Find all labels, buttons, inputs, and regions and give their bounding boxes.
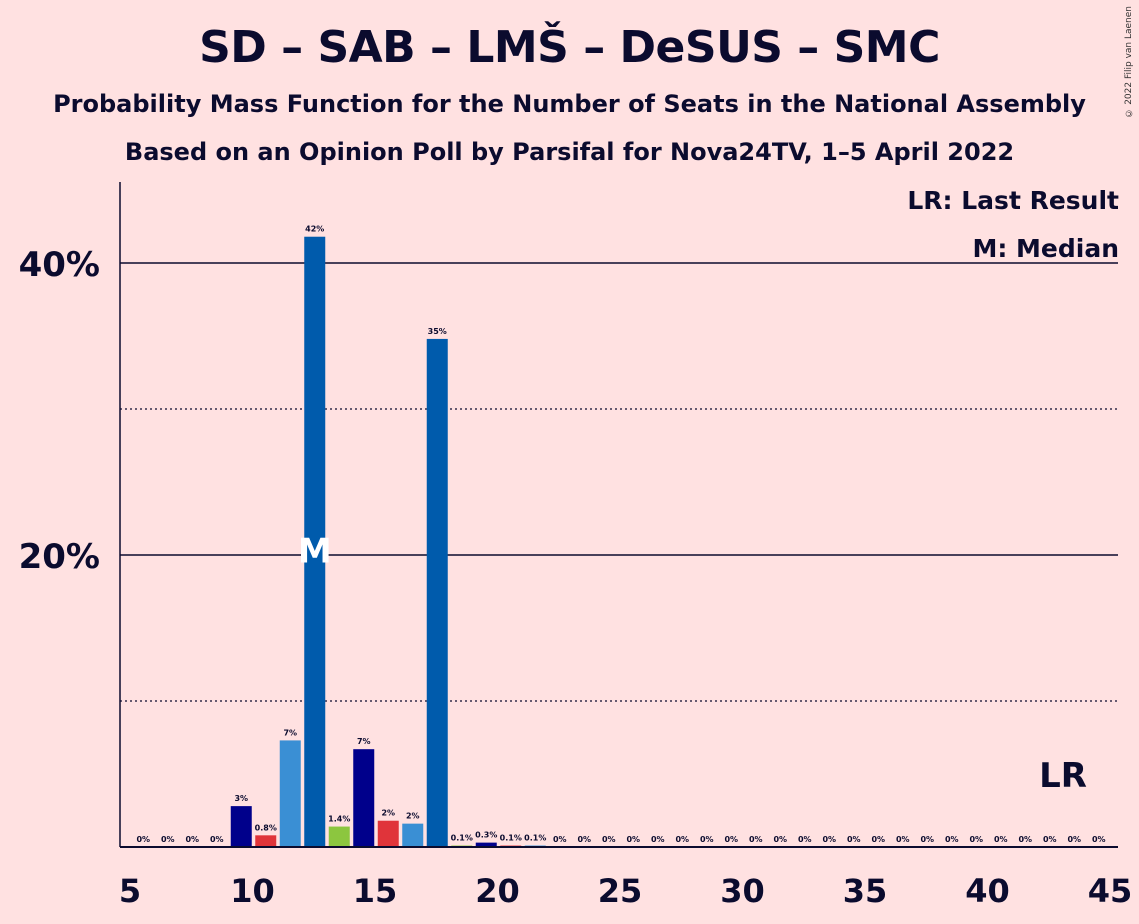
bar-value-label: 0% [896, 835, 910, 844]
bar-value-label: 0% [210, 835, 224, 844]
median-marker: M [298, 531, 332, 571]
bar-value-label: 0% [136, 835, 150, 844]
bar-value-label: 0% [185, 835, 199, 844]
x-tick-label: 15 [353, 872, 398, 910]
bar-value-label: 0.1% [524, 834, 546, 843]
bar-value-label: 0% [1018, 835, 1032, 844]
x-tick-label: 5 [119, 872, 141, 910]
bar-value-label: 0% [847, 835, 861, 844]
bar-value-label: 0% [577, 835, 591, 844]
chart-subtitle: Probability Mass Function for the Number… [53, 90, 1086, 118]
bar-value-label: 0% [724, 835, 738, 844]
bar-value-label: 1.4% [328, 815, 350, 824]
bar-seat-10 [230, 806, 252, 847]
bar-value-label: 0% [749, 835, 763, 844]
x-tick-label: 40 [965, 872, 1010, 910]
chart-title: SD – SAB – LMŠ – DeSUS – SMC [199, 22, 940, 73]
bar-value-label: 0% [969, 835, 983, 844]
bar-value-label: 0% [1043, 835, 1057, 844]
y-tick-label: 40% [19, 245, 100, 285]
bar-value-label: 0.1% [500, 834, 522, 843]
bar-seat-16 [377, 820, 399, 847]
bar-value-label: 0% [553, 835, 567, 844]
bar-value-label: 0% [1067, 835, 1081, 844]
bar-value-label: 0% [920, 835, 934, 844]
bar-value-label: 0.8% [255, 823, 277, 832]
bar-value-label: 0% [651, 835, 665, 844]
bar-value-label: 0% [161, 835, 175, 844]
x-tick-label: 45 [1088, 872, 1133, 910]
bar-value-label: 7% [357, 737, 371, 746]
x-tick-label: 10 [230, 872, 275, 910]
bar-seat-13 [304, 236, 326, 848]
legend-median: M: Median [972, 234, 1119, 263]
bar-value-label: 0% [798, 835, 812, 844]
bar-value-label: 0% [773, 835, 787, 844]
chart-subtitle-source: Based on an Opinion Poll by Parsifal for… [124, 138, 1015, 166]
bar-seat-17 [402, 823, 424, 847]
bar-value-label: 0% [602, 835, 616, 844]
bar-value-label: 0% [675, 835, 689, 844]
legend-last-result: LR: Last Result [907, 186, 1119, 215]
bar-seat-11 [255, 835, 277, 847]
bar-value-label: 0% [1092, 835, 1106, 844]
x-tick-label: 25 [598, 872, 643, 910]
bar-value-label: 0.3% [475, 831, 497, 840]
bar-value-label: 0% [822, 835, 836, 844]
bar-value-label: 0% [626, 835, 640, 844]
bar-seat-14 [328, 826, 350, 847]
bar-value-label: 0% [994, 835, 1008, 844]
bar-value-label: 35% [428, 327, 447, 336]
bar-value-label: 3% [234, 794, 248, 803]
x-tick-label: 30 [720, 872, 765, 910]
bar-value-label: 0.1% [451, 834, 473, 843]
bar-seat-20 [475, 842, 497, 847]
x-tick-label: 35 [843, 872, 888, 910]
bar-seat-12 [279, 740, 301, 847]
bar-value-label: 2% [406, 812, 420, 821]
bar-value-label: 0% [945, 835, 959, 844]
y-tick-label: 20% [19, 537, 100, 577]
bar-seat-18 [426, 338, 448, 847]
bar-value-label: 42% [305, 225, 324, 234]
bar-value-label: 2% [381, 809, 395, 818]
bar-seat-15 [353, 749, 375, 847]
bar-value-label: 0% [700, 835, 714, 844]
bar-value-label: 0% [871, 835, 885, 844]
bar-value-label: 7% [283, 728, 297, 737]
last-result-marker: LR [1039, 756, 1087, 796]
x-tick-label: 20 [475, 872, 520, 910]
